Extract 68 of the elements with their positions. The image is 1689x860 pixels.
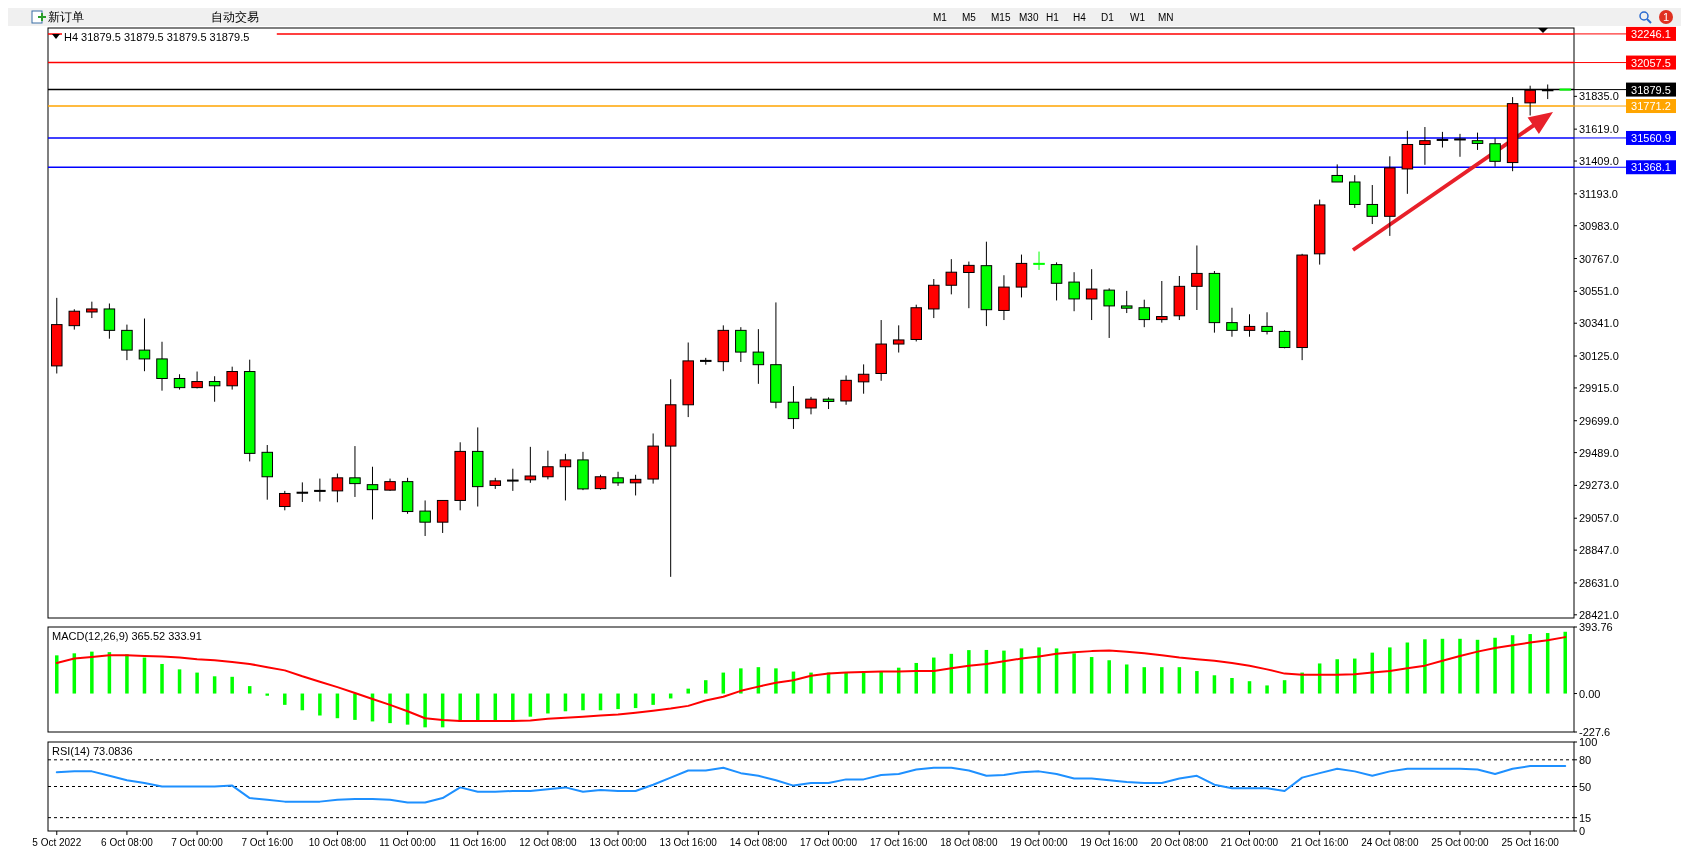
text: M15 — [991, 12, 1011, 23]
y-tick-label: 28631.0 — [1579, 576, 1619, 589]
ref-line-label: 31368.1 — [1631, 161, 1671, 174]
x-tick-label: 25 Oct 00:00 — [1431, 837, 1490, 848]
text: 自动交易 — [211, 10, 259, 24]
y-tick-label: 28847.0 — [1579, 544, 1619, 557]
y-tick-label: 100 — [1579, 736, 1598, 748]
y-tick-label: 28421.0 — [1579, 608, 1619, 621]
x-tick-label: 19 Oct 00:00 — [1010, 837, 1069, 848]
ref-line-label: 32246.1 — [1631, 27, 1671, 40]
ref-line-label: 31771.2 — [1631, 100, 1671, 113]
y-tick-label: 31619.0 — [1579, 123, 1619, 136]
ref-line-label: 32057.5 — [1631, 56, 1671, 69]
y-tick-label: 29273.0 — [1579, 479, 1619, 492]
x-tick-label: 21 Oct 00:00 — [1220, 837, 1279, 848]
x-tick-label: 10 Oct 08:00 — [308, 837, 367, 848]
y-tick-label: 80 — [1579, 753, 1592, 766]
x-tick-label: 13 Oct 16:00 — [659, 837, 718, 848]
ref-line-label: 31560.9 — [1631, 131, 1671, 144]
x-tick-label: 11 Oct 16:00 — [449, 837, 507, 848]
x-tick-label: 13 Oct 00:00 — [589, 837, 648, 848]
text: M1 — [933, 12, 948, 23]
y-tick-label: 30983.0 — [1579, 219, 1619, 232]
y-tick-label: 0 — [1579, 825, 1586, 837]
x-tick-label: 20 Oct 08:00 — [1150, 837, 1209, 848]
text: M5 — [962, 12, 977, 23]
x-tick-label: 5 Oct 2022 — [32, 837, 82, 848]
y-tick-label: 0.00 — [1579, 687, 1601, 700]
y-tick-label: 30125.0 — [1579, 350, 1619, 363]
x-tick-label: 14 Oct 08:00 — [729, 837, 788, 848]
x-tick-label: 21 Oct 16:00 — [1291, 837, 1349, 848]
x-tick-label: 24 Oct 08:00 — [1361, 837, 1419, 848]
ref-line-label: 31879.5 — [1631, 83, 1671, 96]
text: H1 — [1046, 12, 1060, 23]
y-tick-label: 393.76 — [1579, 621, 1613, 633]
y-tick-label: 30341.0 — [1579, 317, 1619, 330]
x-tick-label: 6 Oct 08:00 — [101, 837, 154, 848]
x-tick-label: 18 Oct 08:00 — [940, 837, 998, 848]
x-tick-label: 7 Oct 00:00 — [171, 837, 224, 848]
y-tick-label: 29915.0 — [1579, 381, 1619, 394]
x-tick-label: 17 Oct 00:00 — [799, 837, 858, 848]
text: MN — [1158, 12, 1174, 23]
y-tick-label: 29489.0 — [1579, 446, 1619, 459]
chart-title: H4 31879.5 31879.5 31879.5 31879.5 — [64, 31, 250, 43]
y-tick-label: 29057.0 — [1579, 512, 1619, 525]
text: M30 — [1019, 12, 1039, 23]
y-tick-label: 31409.0 — [1579, 155, 1619, 168]
y-tick-label: 31193.0 — [1579, 187, 1618, 200]
x-tick-label: 19 Oct 16:00 — [1080, 837, 1139, 848]
chart-title: RSI(14) 73.0836 — [52, 745, 133, 757]
text: D1 — [1101, 12, 1115, 23]
y-tick-label: 15 — [1579, 811, 1592, 824]
y-tick-label: 30551.0 — [1579, 285, 1619, 298]
x-tick-label: 17 Oct 16:00 — [870, 837, 928, 848]
x-tick-label: 12 Oct 08:00 — [519, 837, 577, 848]
y-tick-label: 29699.0 — [1579, 414, 1619, 427]
text: 新订单 — [48, 10, 84, 24]
x-tick-label: 7 Oct 16:00 — [241, 837, 294, 848]
y-tick-label: -227.6 — [1579, 726, 1611, 738]
y-tick-label: 50 — [1579, 780, 1592, 793]
x-tick-label: 11 Oct 00:00 — [379, 837, 437, 848]
x-tick-label: 25 Oct 16:00 — [1501, 837, 1560, 848]
text: H4 — [1073, 12, 1087, 23]
y-tick-label: 30767.0 — [1579, 252, 1619, 265]
y-tick-label: 31835.0 — [1579, 90, 1619, 103]
text: 1 — [1662, 11, 1670, 23]
chart-title: MACD(12,26,9) 365.52 333.91 — [52, 630, 202, 642]
text: W1 — [1130, 12, 1146, 23]
